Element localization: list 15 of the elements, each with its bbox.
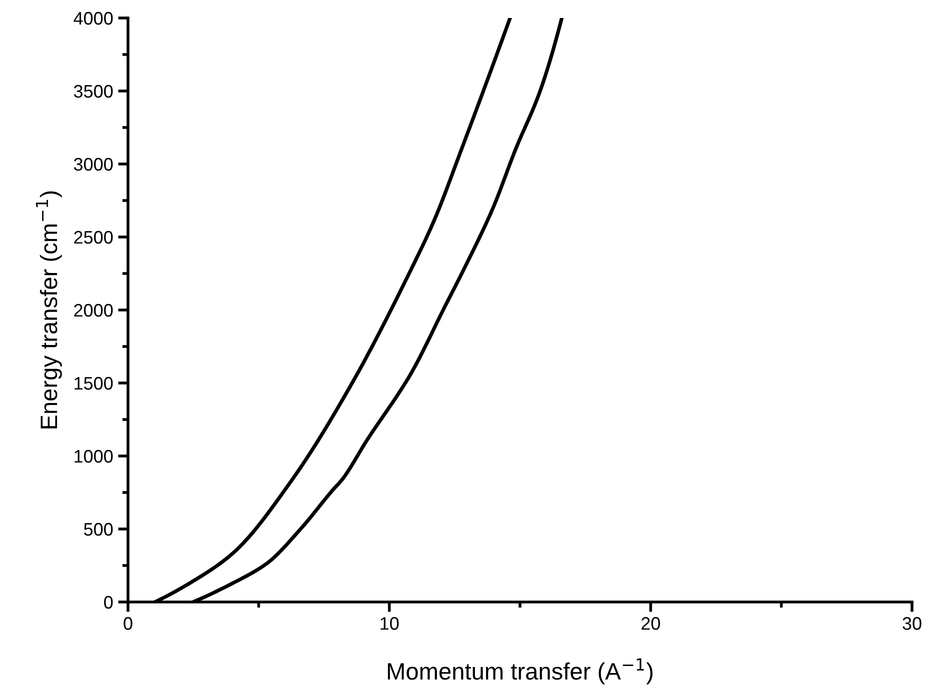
y-tick-label: 0	[104, 596, 113, 609]
x-tick-label: 20	[642, 617, 660, 630]
x-axis-title: Momentum transfer (A$^{−1}$)	[388, 658, 653, 684]
y-tick-label: 2000	[74, 304, 113, 317]
y-tick-label: 3500	[74, 84, 113, 98]
y-tick-label: 3000	[74, 158, 113, 171]
y-tick-label: 1500	[74, 376, 113, 390]
x-tick-label: 30	[902, 617, 922, 630]
x-tick-label: 10	[380, 617, 399, 630]
y-tick-label: 4000	[74, 12, 113, 25]
x-tick-label: 0	[124, 617, 132, 630]
y-axis-title: Energy transfer (cm$^{−1}$)	[36, 191, 62, 428]
y-tick-label: 500	[84, 522, 113, 536]
y-tick-label: 1000	[74, 450, 113, 463]
y-tick-label: 2500	[74, 230, 113, 244]
